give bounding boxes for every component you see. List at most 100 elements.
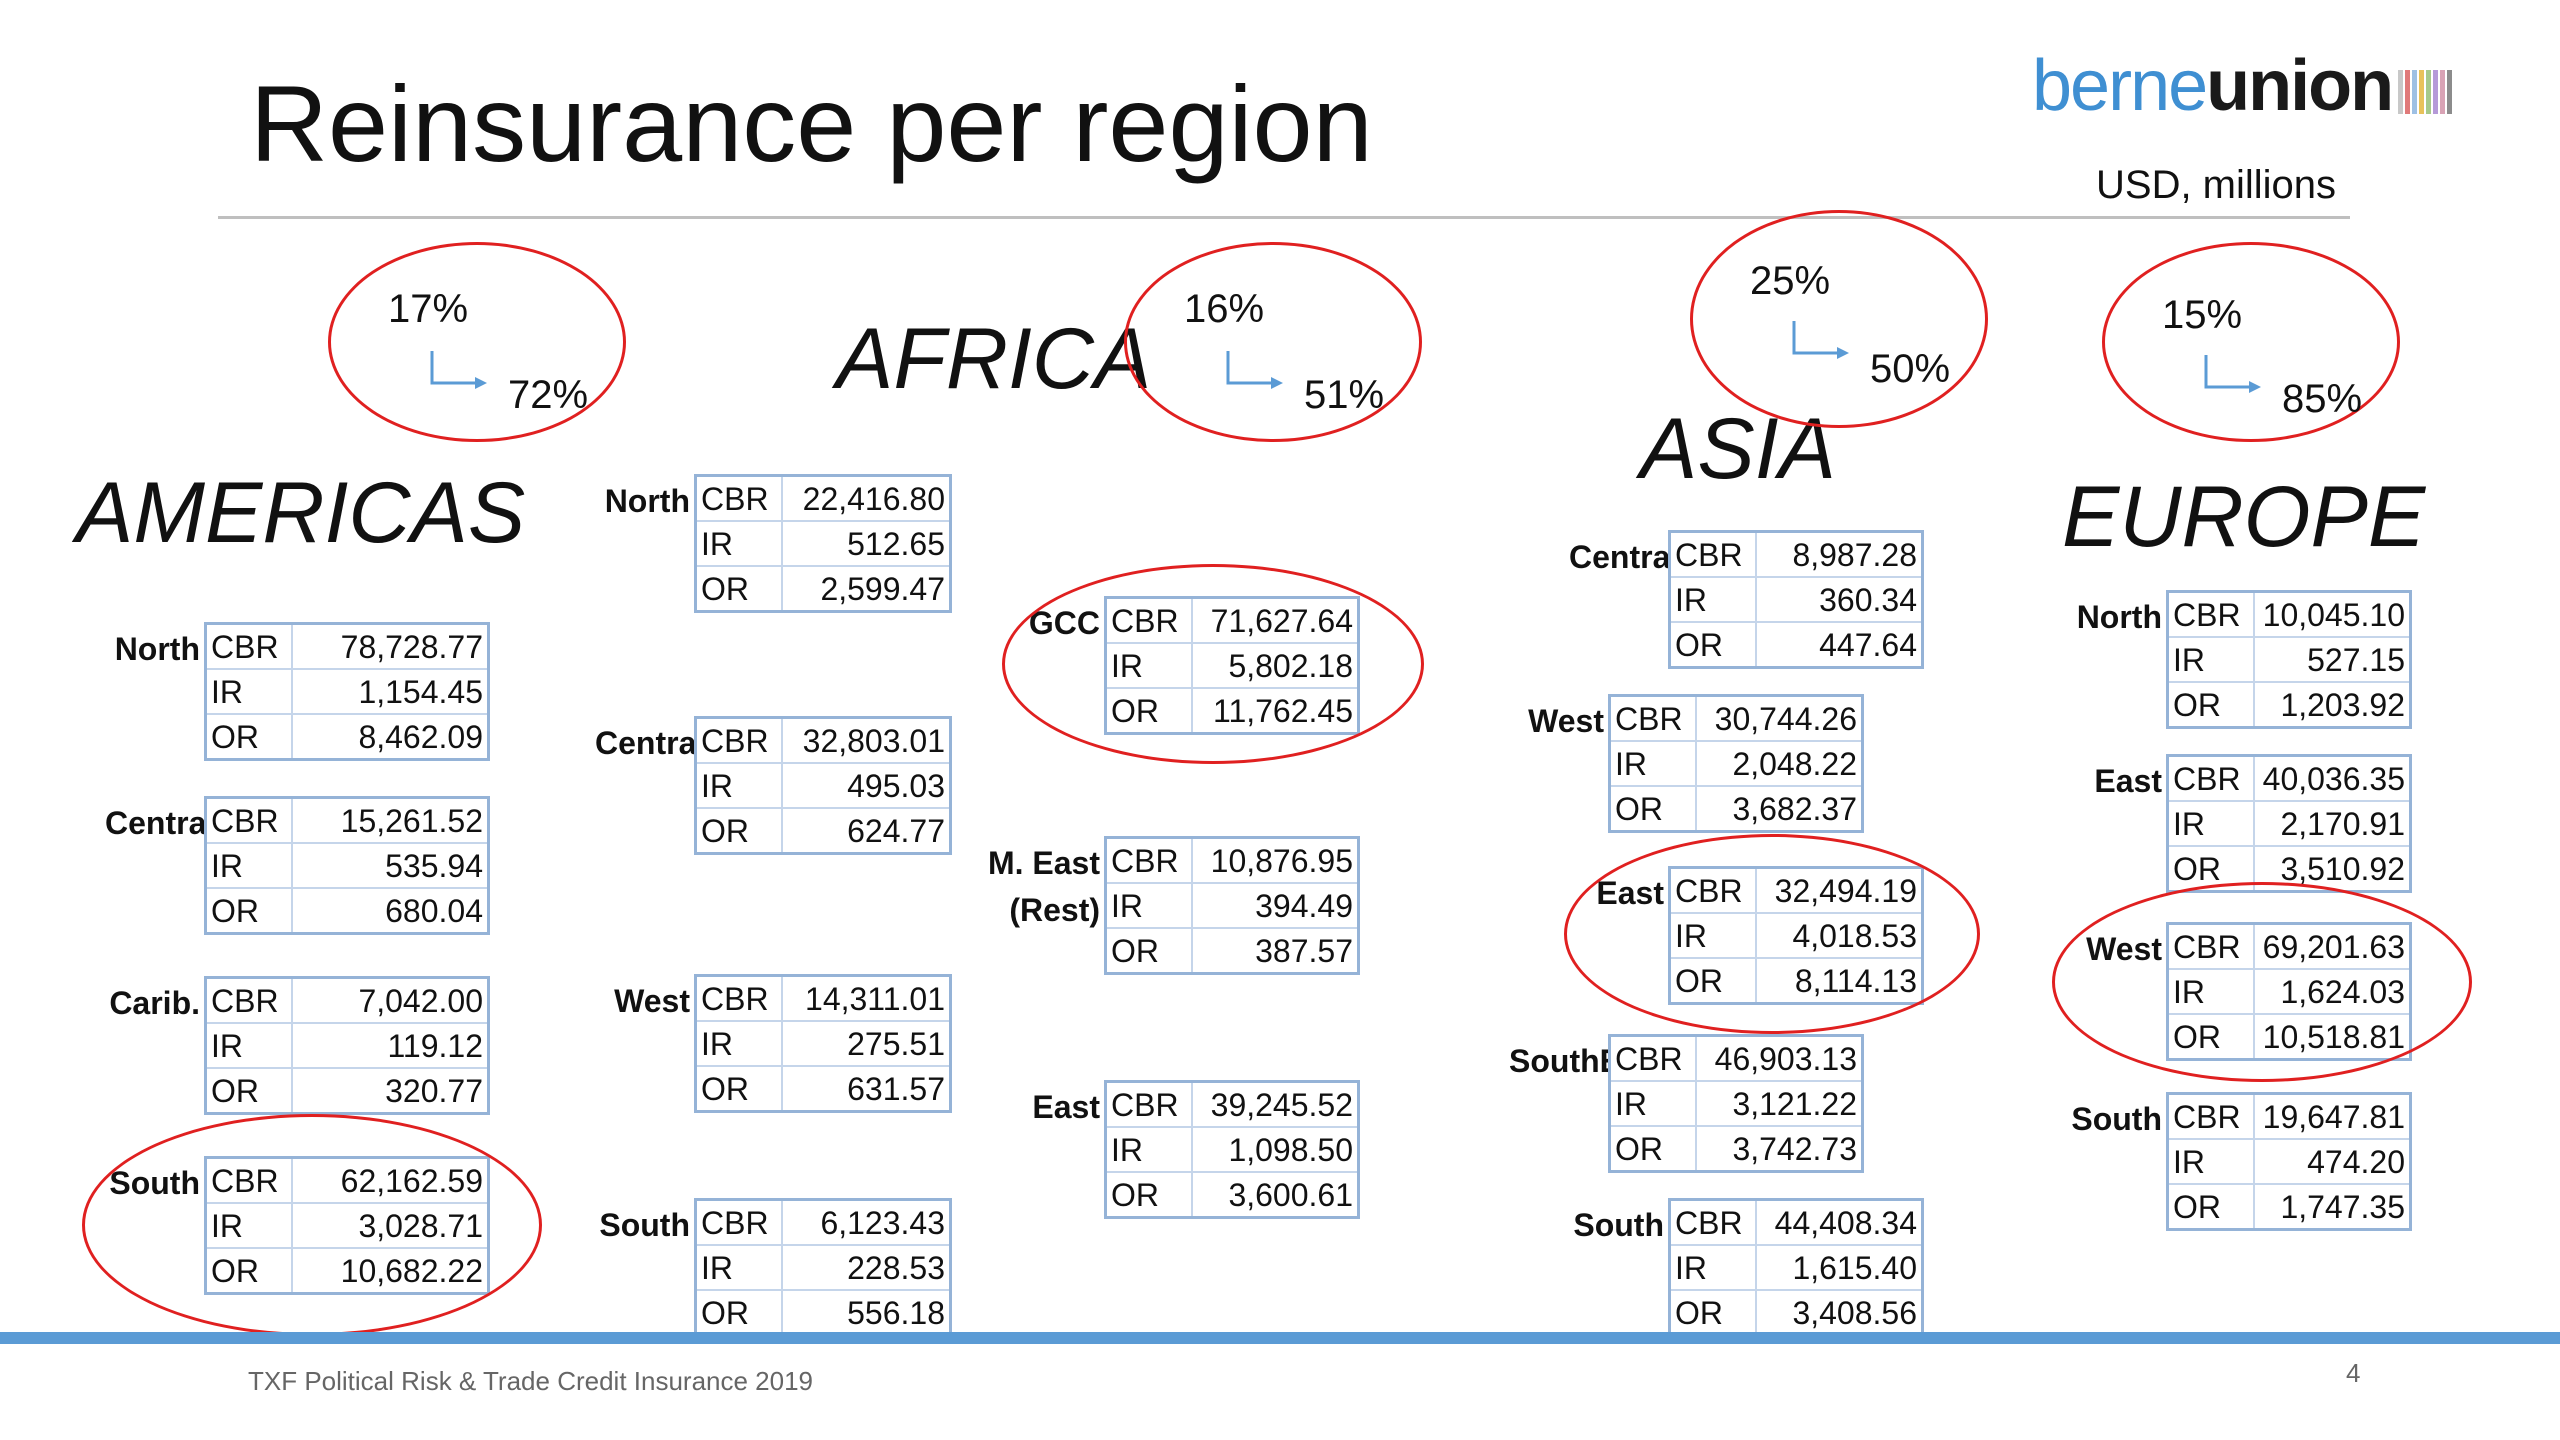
row-value: 387.57	[1191, 927, 1360, 975]
row-value: 30,744.26	[1695, 694, 1864, 742]
data-table: CBR 6,123.43 IR 228.53 OR 556.18	[694, 1198, 952, 1337]
highlight-circle-gcc	[1002, 564, 1424, 764]
table-region-label: Central	[595, 725, 706, 761]
table-region-label: Carib.	[109, 985, 200, 1021]
table-region-label: South	[599, 1207, 690, 1243]
row-key: IR	[694, 762, 783, 809]
table-row: CBR 40,036.35	[2166, 754, 2412, 802]
row-value: 527.15	[2253, 636, 2412, 683]
row-value: 119.12	[291, 1022, 490, 1069]
row-value: 1,098.50	[1191, 1126, 1360, 1173]
row-value: 394.49	[1191, 882, 1360, 929]
table-row: IR 275.51	[694, 1020, 952, 1067]
table-row: CBR 7,042.00	[204, 976, 490, 1024]
row-value: 631.57	[781, 1065, 952, 1113]
row-key: OR	[204, 713, 293, 761]
page-title: Reinsurance per region	[250, 63, 1373, 184]
row-value: 8,462.09	[291, 713, 490, 761]
table-row: OR 447.64	[1668, 621, 1924, 669]
arrow-right-icon	[430, 351, 487, 389]
row-value: 7,042.00	[291, 976, 490, 1024]
data-table: CBR 19,647.81 IR 474.20 OR 1,747.35	[2166, 1092, 2412, 1231]
row-key: CBR	[2166, 1092, 2255, 1140]
row-key: IR	[2166, 636, 2255, 683]
logo-stripe	[2419, 70, 2425, 114]
data-table: CBR 8,987.28 IR 360.34 OR 447.64	[1668, 530, 1924, 669]
table-row: OR 2,599.47	[694, 565, 952, 613]
row-value: 320.77	[291, 1067, 490, 1115]
region-europe: EUROPE	[2062, 469, 2426, 565]
table-region-label: M. East (Rest)	[987, 845, 1100, 929]
title-divider	[218, 216, 2350, 219]
data-table: CBR 14,311.01 IR 275.51 OR 631.57	[694, 974, 952, 1113]
row-key: CBR	[2166, 590, 2255, 638]
data-table: CBR 7,042.00 IR 119.12 OR 320.77	[204, 976, 490, 1115]
table-row: CBR 44,408.34	[1668, 1198, 1924, 1246]
table-row: CBR 15,261.52	[204, 796, 490, 844]
table-row: OR 8,462.09	[204, 713, 490, 761]
row-key: CBR	[1104, 836, 1193, 884]
table-row: OR 1,203.92	[2166, 681, 2412, 729]
row-key: CBR	[694, 1198, 783, 1246]
table-row: IR 360.34	[1668, 576, 1924, 623]
logo-text-berne: berne	[2032, 46, 2208, 126]
row-value: 32,803.01	[781, 716, 952, 764]
table-row: IR 527.15	[2166, 636, 2412, 683]
table-row: OR 320.77	[204, 1067, 490, 1115]
table-row: IR 228.53	[694, 1244, 952, 1291]
data-table: CBR 10,045.10 IR 527.15 OR 1,203.92	[2166, 590, 2412, 729]
row-value: 275.51	[781, 1020, 952, 1067]
share-to-americas: 72%	[508, 373, 589, 417]
share-circle-europe: 15% 85%	[2102, 242, 2400, 442]
row-value: 535.94	[291, 842, 490, 889]
row-value: 15,261.52	[291, 796, 490, 844]
row-key: CBR	[694, 974, 783, 1022]
table-region-label: SouthE.	[1509, 1043, 1630, 1079]
table-row: IR 1,615.40	[1668, 1244, 1924, 1291]
highlight-circle-europe-west	[2052, 882, 2472, 1082]
share-circle-africa: 16% 51%	[1124, 242, 1422, 442]
table-row: CBR 10,045.10	[2166, 590, 2412, 638]
row-key: IR	[204, 842, 293, 889]
row-key: IR	[694, 1020, 783, 1067]
row-value: 3,742.73	[1695, 1125, 1864, 1173]
table-region-label: North	[114, 631, 200, 667]
row-value: 360.34	[1755, 576, 1924, 623]
row-key: CBR	[1668, 530, 1757, 578]
table-row: CBR 39,245.52	[1104, 1080, 1360, 1128]
row-key: OR	[204, 887, 293, 935]
row-key: IR	[1608, 1080, 1697, 1127]
row-key: CBR	[1608, 1034, 1697, 1082]
logo-stripe	[2412, 70, 2418, 114]
row-key: CBR	[1668, 1198, 1757, 1246]
row-key: OR	[1668, 1289, 1757, 1337]
table-row: CBR 46,903.13	[1608, 1034, 1864, 1082]
row-key: CBR	[1104, 1080, 1193, 1128]
row-value: 1,203.92	[2253, 681, 2412, 729]
row-value: 40,036.35	[2253, 754, 2412, 802]
row-key: CBR	[204, 796, 293, 844]
page-number: 4	[2346, 1358, 2361, 1388]
data-table: CBR 78,728.77 IR 1,154.45 OR 8,462.09	[204, 622, 490, 761]
row-value: 2,170.91	[2253, 800, 2412, 847]
data-table: CBR 10,876.95 IR 394.49 OR 387.57	[1104, 836, 1360, 975]
table-row: IR 1,154.45	[204, 668, 490, 715]
data-table: CBR 32,803.01 IR 495.03 OR 624.77	[694, 716, 952, 855]
table-row: OR 1,747.35	[2166, 1183, 2412, 1231]
row-value: 6,123.43	[781, 1198, 952, 1246]
row-key: IR	[1668, 1244, 1757, 1291]
table-region-label: North	[604, 483, 690, 519]
table-row: CBR 8,987.28	[1668, 530, 1924, 578]
row-value: 1,154.45	[291, 668, 490, 715]
row-value: 3,682.37	[1695, 785, 1864, 833]
table-row: OR 3,682.37	[1608, 785, 1864, 833]
logo-stripe	[2433, 70, 2439, 114]
share-from-africa: 16%	[1184, 287, 1265, 331]
table-row: CBR 78,728.77	[204, 622, 490, 670]
row-value: 39,245.52	[1191, 1080, 1360, 1128]
row-value: 14,311.01	[781, 974, 952, 1022]
table-row: CBR 19,647.81	[2166, 1092, 2412, 1140]
table-row: OR 3,408.56	[1668, 1289, 1924, 1337]
table-row: IR 394.49	[1104, 882, 1360, 929]
arrow-right-icon	[1226, 351, 1283, 389]
